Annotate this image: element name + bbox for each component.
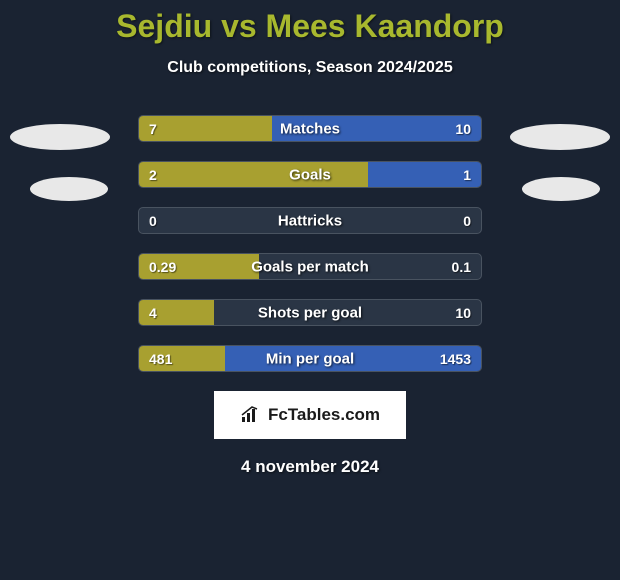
comparison-title: Sejdiu vs Mees Kaandorp — [0, 0, 620, 45]
stat-value-right: 1 — [463, 167, 471, 183]
stat-value-right: 10 — [455, 305, 471, 321]
stat-row: 0.29 0.1 Goals per match — [138, 253, 482, 280]
stat-row: 4 10 Shots per goal — [138, 299, 482, 326]
bar-chart-icon — [240, 406, 262, 424]
stat-label: Goals per match — [251, 258, 369, 275]
stat-label: Matches — [280, 120, 340, 137]
comparison-subtitle: Club competitions, Season 2024/2025 — [0, 59, 620, 77]
fctables-logo: FcTables.com — [214, 391, 406, 439]
stat-row: 7 10 Matches — [138, 115, 482, 142]
stat-row: 481 1453 Min per goal — [138, 345, 482, 372]
date-label: 4 november 2024 — [0, 457, 620, 477]
stat-value-left: 7 — [149, 121, 157, 137]
stat-value-left: 4 — [149, 305, 157, 321]
stat-value-left: 2 — [149, 167, 157, 183]
stat-row: 0 0 Hattricks — [138, 207, 482, 234]
stat-value-right: 0 — [463, 213, 471, 229]
stat-value-left: 0 — [149, 213, 157, 229]
stat-label: Min per goal — [266, 350, 354, 367]
logo-text: FcTables.com — [268, 405, 380, 425]
stat-label: Shots per goal — [258, 304, 362, 321]
stat-fill-left — [139, 162, 368, 187]
stat-value-left: 0.29 — [149, 259, 176, 275]
stat-value-left: 481 — [149, 351, 172, 367]
stat-value-right: 10 — [455, 121, 471, 137]
stat-label: Hattricks — [278, 212, 342, 229]
stat-fill-left — [139, 116, 272, 141]
stats-chart: 7 10 Matches 2 1 Goals 0 0 Hattricks 0.29 0.1 Goals… — [0, 115, 620, 372]
stat-row: 2 1 Goals — [138, 161, 482, 188]
stat-label: Goals — [289, 166, 331, 183]
stat-value-right: 1453 — [440, 351, 471, 367]
stat-value-right: 0.1 — [452, 259, 471, 275]
